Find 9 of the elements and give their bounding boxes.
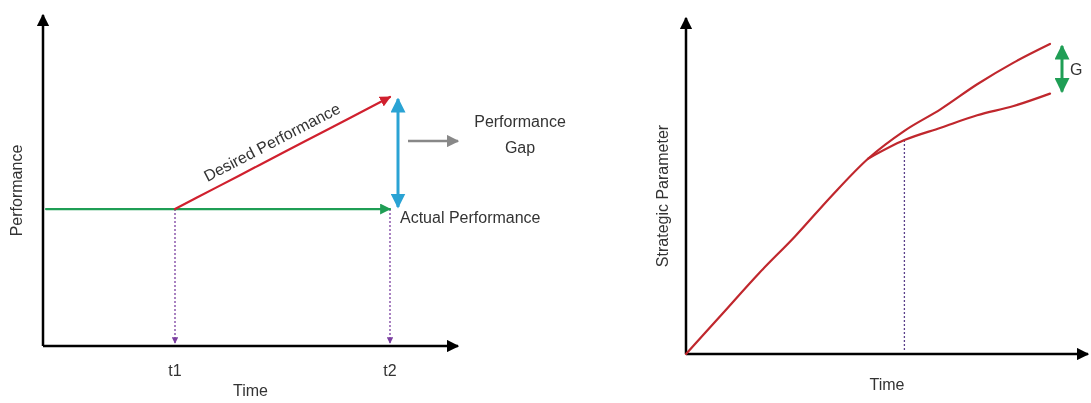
x-axis-title: Time: [233, 382, 269, 399]
x-tick-label: t1: [168, 362, 182, 379]
annotation: G: [1070, 60, 1083, 78]
x-axis-title: Time: [869, 376, 905, 393]
text: Performance Gap: [474, 113, 566, 157]
series-label: Actual Performance: [400, 209, 541, 227]
y-axis-title: Performance: [8, 144, 25, 237]
x-tick-label: t2: [383, 362, 397, 379]
y-axis-title: Strategic Parameter: [654, 124, 671, 268]
